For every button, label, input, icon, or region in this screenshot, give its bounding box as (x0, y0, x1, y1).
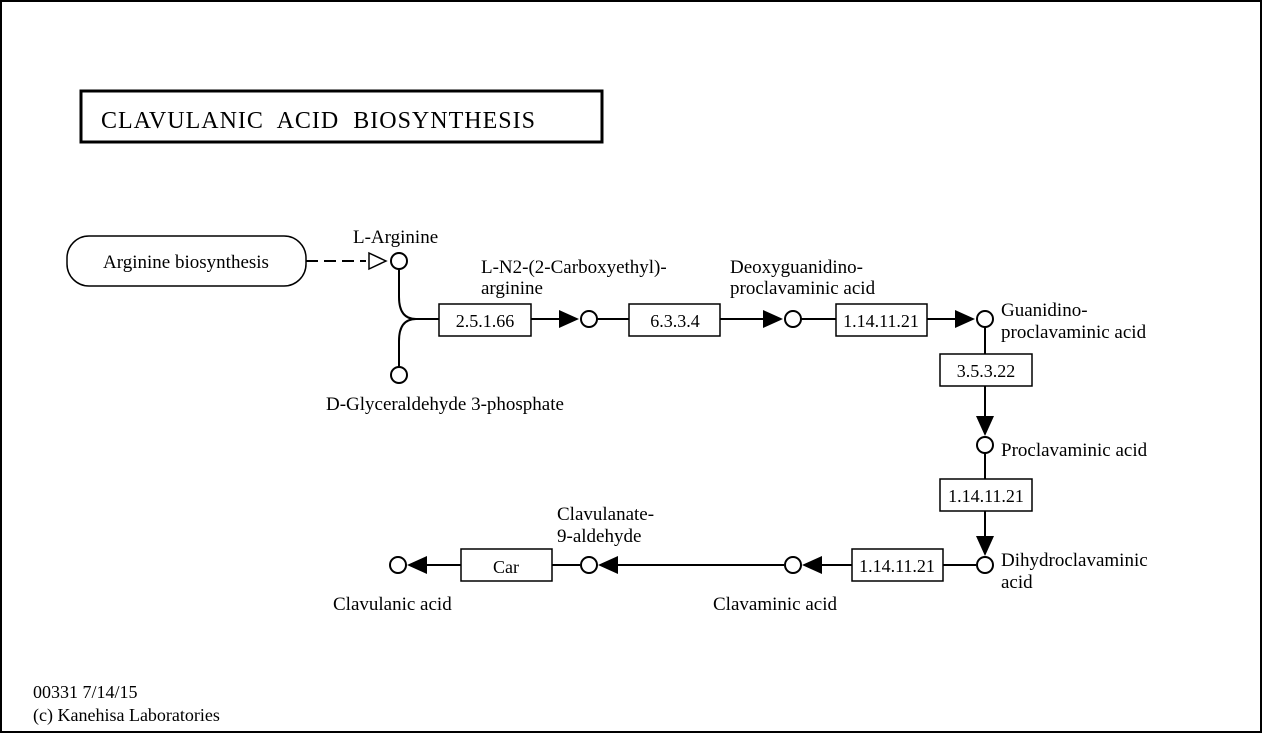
map-node-label: Arginine biosynthesis (103, 252, 269, 273)
enzyme-label: 3.5.3.22 (957, 361, 1016, 381)
compound-label-clavulanate-line1: Clavulanate- (557, 504, 654, 525)
reaction-arrowhead-1 (559, 310, 579, 328)
reaction-arrowhead-5 (976, 536, 994, 556)
substrate-merge-line (398, 269, 439, 369)
enzyme-label: 1.14.11.21 (859, 556, 935, 576)
compound-node-clavulanate-9-aldehyde[interactable] (580, 556, 598, 574)
compound-node-clavulanic-acid[interactable] (389, 556, 407, 574)
compound-label-d-glyceraldehyde-3-phosphate: D-Glyceraldehyde 3-phosphate (326, 394, 564, 415)
enzyme-label: 1.14.11.21 (843, 311, 919, 331)
enzyme-box-6-3-3-4[interactable]: 6.3.3.4 (628, 303, 721, 337)
footer-copyright: (c) Kanehisa Laboratories (33, 705, 220, 726)
reaction-arrowhead-8 (407, 556, 427, 574)
compound-node-proclavaminic-acid[interactable] (976, 436, 994, 454)
compound-node-l-arginine[interactable] (390, 252, 408, 270)
compound-label-carboxyethyl-arginine-line2: arginine (481, 278, 543, 299)
compound-node-deoxyguanidinoproclavaminic-acid[interactable] (784, 310, 802, 328)
enzyme-box-1-14-11-21-b[interactable]: 1.14.11.21 (939, 478, 1033, 512)
reaction-arrowhead-7 (598, 556, 618, 574)
enzyme-label: Car (493, 557, 519, 577)
compound-node-d-glyceraldehyde-3-phosphate[interactable] (390, 366, 408, 384)
enzyme-box-car[interactable]: Car (460, 548, 553, 582)
compound-node-carboxyethyl-arginine[interactable] (580, 310, 598, 328)
reaction-arrowhead-3 (955, 310, 975, 328)
enzyme-box-3-5-3-22[interactable]: 3.5.3.22 (939, 353, 1033, 387)
compound-label-l-arginine: L-Arginine (353, 227, 438, 248)
reaction-arrowhead-4 (976, 416, 994, 436)
compound-node-clavaminic-acid[interactable] (784, 556, 802, 574)
compound-label-clavulanic-acid: Clavulanic acid (333, 594, 452, 615)
compound-label-dihydroclavaminic-line1: Dihydroclavaminic (1001, 550, 1148, 571)
compound-label-deoxyguanidino-line2: proclavaminic acid (730, 278, 876, 299)
enzyme-box-1-14-11-21-c[interactable]: 1.14.11.21 (851, 548, 944, 582)
compound-label-guanidino-line2: proclavaminic acid (1001, 322, 1147, 343)
reaction-arrowhead-2 (763, 310, 783, 328)
compound-label-proclavaminic-acid: Proclavaminic acid (1001, 440, 1148, 461)
compound-label-dihydroclavaminic-line2: acid (1001, 572, 1033, 593)
compound-label-carboxyethyl-arginine-line1: L-N2-(2-Carboxyethyl)- (481, 257, 667, 278)
reaction-arrowhead-6 (802, 556, 822, 574)
footer-map-id-date: 00331 7/14/15 (33, 682, 138, 702)
compound-label-deoxyguanidino-line1: Deoxyguanidino- (730, 257, 863, 278)
compound-label-clavulanate-line2: 9-aldehyde (557, 526, 641, 547)
enzyme-box-1-14-11-21-a[interactable]: 1.14.11.21 (835, 303, 928, 337)
pathway-title: CLAVULANIC ACID BIOSYNTHESIS (101, 108, 536, 134)
title-box: CLAVULANIC ACID BIOSYNTHESIS (79, 89, 604, 144)
compound-node-dihydroclavaminic-acid[interactable] (976, 556, 994, 574)
compound-label-clavaminic-acid: Clavaminic acid (713, 594, 837, 615)
enzyme-box-2-5-1-66[interactable]: 2.5.1.66 (438, 303, 532, 337)
compound-node-guanidinoproclavaminic-acid[interactable] (976, 310, 994, 328)
map-link-arrowhead (368, 251, 388, 271)
map-node-arginine-biosynthesis[interactable]: Arginine biosynthesis (66, 235, 307, 287)
enzyme-label: 2.5.1.66 (456, 311, 515, 331)
compound-label-guanidino-line1: Guanidino- (1001, 300, 1088, 321)
enzyme-label: 1.14.11.21 (948, 486, 1024, 506)
enzyme-label: 6.3.3.4 (650, 311, 700, 331)
